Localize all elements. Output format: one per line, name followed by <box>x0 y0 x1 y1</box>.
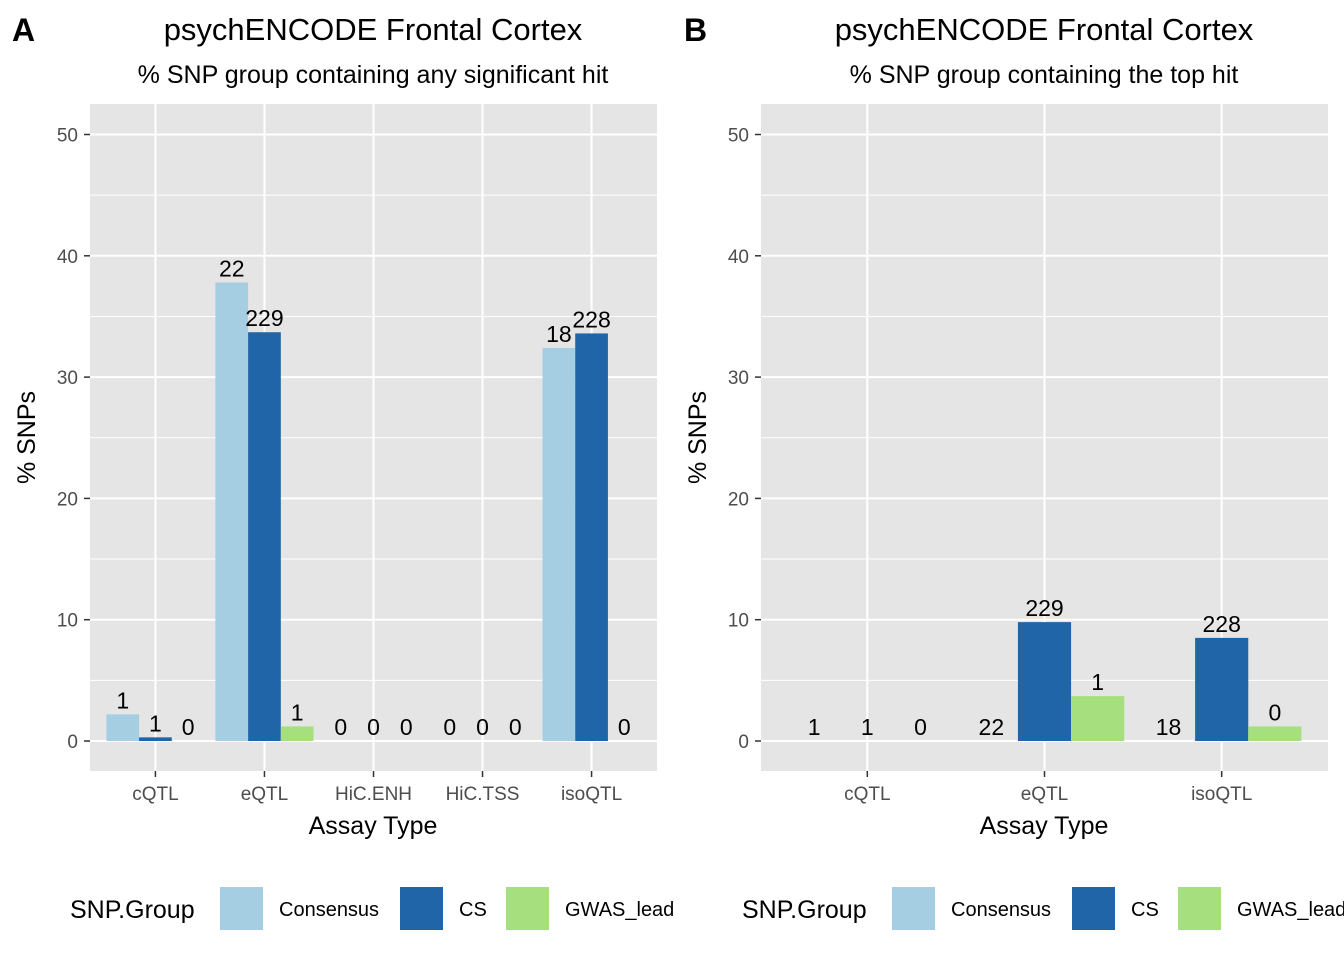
x-axis-title: Assay Type <box>980 812 1109 840</box>
bar-value-label: 1 <box>149 710 162 736</box>
legend-title: SNP.Group <box>742 896 867 924</box>
bar-value-label: 18 <box>1156 714 1182 740</box>
bar-value-label: 1 <box>116 687 129 713</box>
bar-value-label: 18 <box>546 321 572 347</box>
bar-value-label: 229 <box>1025 595 1063 621</box>
y-tick-label: 40 <box>57 247 78 268</box>
y-axis-title: % SNPs <box>684 391 712 484</box>
x-tick-label: HiC.TSS <box>446 784 520 805</box>
legend: SNP.Group Consensus CS GWAS_lead <box>742 887 1344 930</box>
bar-CS-eQTL <box>248 332 281 741</box>
y-tick-label: 30 <box>57 368 78 389</box>
bar-CS-isoQTL <box>575 333 608 741</box>
bar-Consensus-cQTL <box>106 714 140 741</box>
bar-value-label: 0 <box>400 714 413 740</box>
bar-value-label: 22 <box>219 255 245 281</box>
y-tick-label: 0 <box>738 732 749 753</box>
bar-Consensus-isoQTL <box>542 347 576 741</box>
y-tick-label: 10 <box>728 611 749 632</box>
y-tick-label: 40 <box>728 247 749 268</box>
legend-label: Consensus <box>951 899 1051 921</box>
bar-GWAS_lead-eQTL <box>1071 696 1125 741</box>
legend-label: Consensus <box>279 899 379 921</box>
y-tick-label: 0 <box>67 732 78 753</box>
chart-title: psychENCODE Frontal Cortex <box>835 12 1254 47</box>
bar-Consensus-eQTL <box>215 282 249 741</box>
chart-subtitle: % SNP group containing any significant h… <box>138 61 609 89</box>
bar-value-label: 228 <box>1203 611 1241 637</box>
bar-value-label: 0 <box>367 714 380 740</box>
x-tick-label: eQTL <box>1021 784 1069 805</box>
bar-value-label: 0 <box>1268 699 1281 725</box>
x-tick-label: cQTL <box>132 784 178 805</box>
x-axis-title: Assay Type <box>309 812 438 840</box>
legend: SNP.Group Consensus CS GWAS_lead <box>70 887 674 930</box>
legend-label: GWAS_lead <box>565 899 674 921</box>
y-tick-label: 50 <box>728 126 749 147</box>
bar-value-label: 1 <box>808 714 821 740</box>
y-tick-label: 30 <box>728 368 749 389</box>
panel-letter: B <box>684 12 707 48</box>
bar-value-label: 0 <box>618 714 631 740</box>
y-axis-title: % SNPs <box>13 391 41 484</box>
legend-key-CS <box>400 887 443 930</box>
bar-value-label: 1 <box>861 714 874 740</box>
x-tick-label: HiC.ENH <box>335 784 412 805</box>
bar-value-label: 0 <box>476 714 489 740</box>
x-tick-label: isoQTL <box>561 784 622 805</box>
legend-label: CS <box>459 899 487 921</box>
bar-value-label: 0 <box>509 714 522 740</box>
chart-subtitle: % SNP group containing the top hit <box>850 61 1239 89</box>
legend-key-GWAS_lead <box>506 887 549 930</box>
legend-title: SNP.Group <box>70 896 195 924</box>
bar-CS-isoQTL <box>1195 637 1249 741</box>
bar-CS-eQTL <box>1017 622 1072 741</box>
bar-CS-cQTL <box>139 737 172 741</box>
x-tick-label: eQTL <box>241 784 289 805</box>
chart-title: psychENCODE Frontal Cortex <box>164 12 583 47</box>
y-tick-label: 10 <box>57 611 78 632</box>
legend-label: CS <box>1131 899 1159 921</box>
x-tick-label: cQTL <box>844 784 890 805</box>
bar-value-label: 1 <box>1091 669 1104 695</box>
x-tick-label: isoQTL <box>1191 784 1252 805</box>
legend-key-Consensus <box>220 887 263 930</box>
bar-value-label: 22 <box>979 714 1005 740</box>
legend-key-CS <box>1072 887 1115 930</box>
panel-letter: A <box>12 12 35 48</box>
legend-label: GWAS_lead <box>1237 899 1344 921</box>
bar-GWAS_lead-eQTL <box>280 726 314 741</box>
bar-GWAS_lead-isoQTL <box>1248 726 1302 741</box>
bar-value-label: 0 <box>443 714 456 740</box>
bar-value-label: 228 <box>572 306 610 332</box>
bar-value-label: 1 <box>291 699 304 725</box>
y-tick-label: 50 <box>57 126 78 147</box>
legend-key-GWAS_lead <box>1178 887 1221 930</box>
y-tick-label: 20 <box>57 489 78 510</box>
bar-value-label: 0 <box>334 714 347 740</box>
y-tick-label: 20 <box>728 489 749 510</box>
legend-key-Consensus <box>892 887 935 930</box>
bar-value-label: 229 <box>245 305 283 331</box>
bar-value-label: 0 <box>914 714 927 740</box>
bar-value-label: 0 <box>182 714 195 740</box>
